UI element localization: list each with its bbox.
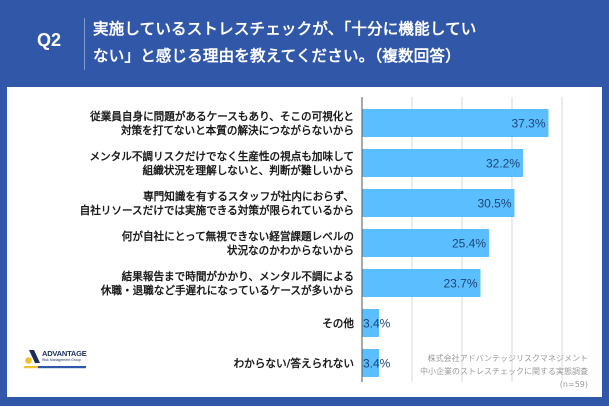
logo-mark-icon <box>24 350 86 369</box>
category-label: 専門知識を有するスタッフが社内におらず、 <box>143 190 354 203</box>
source-sample-size: (n=59) <box>559 380 588 389</box>
category-label: 組織状況を理解しないと、判断が難しいから <box>143 164 354 177</box>
chart-panel: 37.3% 32.2% 30.5% 25.4% 23.7% 3.4% 3.4% 従業員自身に… <box>7 87 602 397</box>
question-header: Q2 実施しているストレスチェックが、「十分に機能してい ない」と感じる理由を教… <box>0 0 609 87</box>
category-label: わからない/答えられない <box>234 357 354 370</box>
value-label: 37.3% <box>511 117 545 131</box>
bar <box>362 149 523 177</box>
source-line-2: 中小企業のストレスチェックに関する実態調査 <box>420 367 588 376</box>
source-note: 株式会社アドバンテッジリスクマネジメント 中小企業のストレスチェックに関する実態… <box>420 352 588 391</box>
category-label: 対策を打てないと本質の解決につながらないから <box>120 124 354 137</box>
category-label: 休職・退職など手遅れになっているケースが多いから <box>100 284 354 297</box>
logo-name: ADVANTAGE <box>42 349 87 358</box>
logo-subtitle: Risk Management Group <box>42 358 81 362</box>
question-title-line-2: ない」と感じる理由を教えてください。（複数回答） <box>93 47 461 65</box>
source-line-1: 株式会社アドバンテッジリスクマネジメント <box>427 354 588 363</box>
bar <box>362 309 379 337</box>
category-label: 自社リソースだけでは実施できる対策が限られているから <box>80 204 354 217</box>
value-label: 23.7% <box>443 277 477 291</box>
bar <box>362 109 549 137</box>
question-title-line-1: 実施しているストレスチェックが、「十分に機能してい <box>93 20 477 38</box>
bar <box>362 269 481 297</box>
value-label: 3.4% <box>363 357 391 371</box>
category-label: その他 <box>322 317 354 330</box>
header-divider <box>84 18 85 70</box>
bar-chart: 37.3% 32.2% 30.5% 25.4% 23.7% 3.4% 3.4% 従業員自身に… <box>80 97 563 382</box>
value-label: 32.2% <box>486 157 520 171</box>
category-label: メンタル不調リスクだけでなく生産性の視点も加味して <box>89 150 354 163</box>
advantage-logo: ADVANTAGE Risk Management Group <box>24 346 87 370</box>
value-label: 25.4% <box>452 237 486 251</box>
category-label: 従業員自身に問題があるケースもあり、そこの可視化と <box>89 110 354 123</box>
bar <box>362 229 489 257</box>
category-label: 何が自社にとって無視できない経営課題レベルの <box>122 230 354 243</box>
bar <box>362 189 515 217</box>
bars: 37.3% 32.2% 30.5% 25.4% 23.7% 3.4% 3.4% <box>362 109 549 377</box>
question-title: 実施しているストレスチェックが、「十分に機能してい ない」と感じる理由を教えてく… <box>93 16 593 70</box>
question-number: Q2 <box>36 30 61 50</box>
category-label: 結果報告まで時間がかかり、メンタル不調による <box>122 270 354 283</box>
category-labels: 従業員自身に問題があるケースもあり、そこの可視化と対策を打てないと本質の解決につ… <box>80 110 355 370</box>
value-label: 3.4% <box>363 317 391 331</box>
value-label: 30.5% <box>477 197 511 211</box>
bar <box>362 349 379 377</box>
category-label: 状況なのかわからないから <box>227 244 354 257</box>
